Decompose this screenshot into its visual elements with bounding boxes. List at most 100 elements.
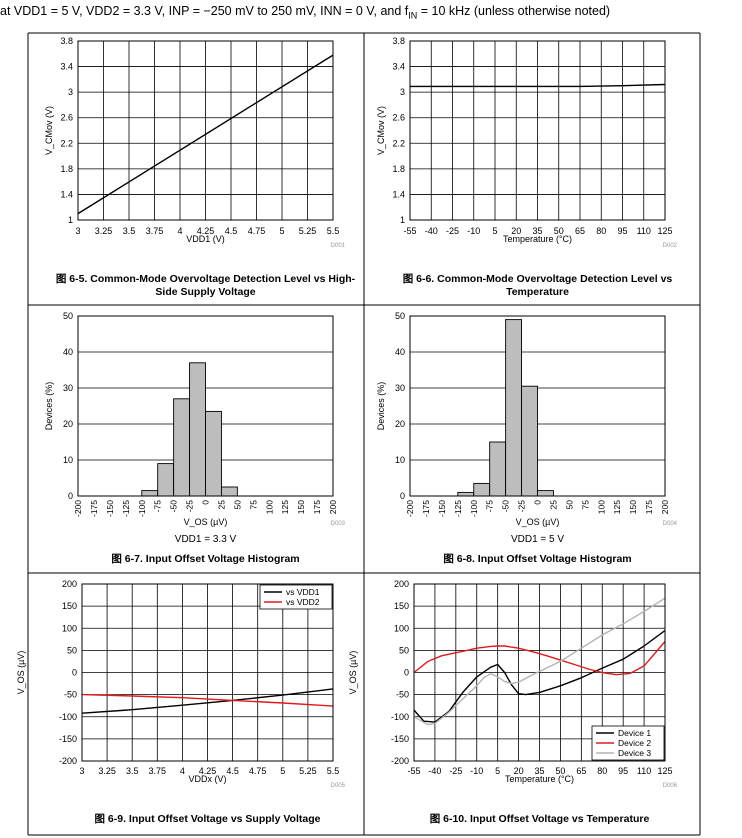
histogram-bar (189, 362, 206, 497)
y-tick-label: 3 (400, 87, 405, 97)
y-axis-label: V_OS (µV) (348, 651, 358, 695)
x-tick-label: -150 (437, 500, 447, 517)
x-tick-label: -200 (405, 500, 415, 517)
x-tick-label: -25 (446, 226, 459, 236)
x-axis-label: VDDx (V) (189, 774, 227, 784)
x-tick-label: 5.5 (327, 766, 340, 776)
x-tick-label: -25 (185, 500, 195, 513)
histogram-bar (157, 463, 175, 497)
legend-label: Device 1 (618, 728, 651, 738)
figure-code: D006 (663, 783, 678, 789)
x-tick-label: 5 (495, 766, 500, 776)
y-tick-label: 3.8 (60, 36, 73, 46)
figure-code: D004 (663, 521, 678, 527)
x-tick-label: 5.5 (327, 226, 340, 236)
chart-subtitle: VDD1 = 3.3 V (175, 534, 237, 545)
y-tick-label: -100 (391, 712, 409, 722)
y-tick-label: 50 (395, 311, 405, 321)
x-tick-label: 4 (180, 766, 185, 776)
y-tick-label: 1 (68, 215, 73, 225)
histogram-bar (537, 490, 554, 497)
y-tick-label: 20 (395, 419, 405, 429)
test-conditions: at VDD1 = 5 V, VDD2 = 3.3 V, INP = −250 … (0, 4, 611, 21)
histogram-bar (220, 486, 238, 497)
x-tick-label: 50 (554, 226, 564, 236)
plot-border (81, 583, 334, 762)
y-tick-label: 50 (67, 645, 77, 655)
x-tick-label: -25 (517, 500, 527, 513)
x-tick-label: 3.75 (146, 226, 164, 236)
series-line (413, 641, 666, 676)
y-tick-label: 2.6 (60, 113, 73, 123)
x-tick-label: 200 (660, 500, 670, 514)
y-tick-label: 3.8 (392, 36, 405, 46)
figure-code: D003 (331, 521, 346, 527)
chart-fig-6-8: 0 10 20 30 40 50 -200 -175 -150 -125 -100 -75 -50 -25… (376, 311, 678, 565)
y-tick-label: 0 (68, 491, 73, 501)
x-tick-label: 20 (514, 766, 524, 776)
legend-label: Device 2 (618, 738, 651, 748)
series-line (413, 597, 666, 726)
x-tick-label: 95 (618, 766, 628, 776)
x-tick-label: -200 (73, 500, 83, 517)
x-tick-label: -75 (153, 500, 163, 513)
x-axis-label: Temperature (°C) (503, 234, 572, 244)
y-axis-label: V_OS (µV) (16, 651, 26, 695)
x-tick-label: 50 (232, 500, 242, 510)
y-tick-label: -150 (59, 734, 77, 744)
x-tick-label: 5 (492, 226, 497, 236)
y-tick-label: 2.2 (392, 138, 405, 148)
y-tick-label: -200 (391, 756, 409, 766)
figure-caption: 图 6-7. Input Offset Voltage Histogram (111, 553, 299, 565)
y-tick-label: 100 (394, 623, 409, 633)
y-tick-label: -100 (59, 712, 77, 722)
x-tick-label: 25 (548, 500, 558, 510)
figure-caption: Temperature (506, 286, 569, 298)
figure-caption: 图 6-10. Input Offset Voltage vs Temperat… (430, 813, 650, 825)
y-tick-label: -150 (391, 734, 409, 744)
x-tick-label: 75 (580, 500, 590, 510)
y-tick-label: 150 (62, 601, 77, 611)
series-line (410, 83, 666, 88)
x-tick-label: 4.25 (199, 766, 217, 776)
y-tick-label: 30 (63, 383, 73, 393)
histogram-bar (173, 398, 191, 497)
figure-caption: Side Supply Voltage (155, 286, 255, 298)
x-tick-label: 110 (637, 226, 651, 236)
plot-border (77, 40, 334, 221)
legend-label: vs VDD1 (286, 587, 320, 597)
x-tick-label: -50 (169, 500, 179, 513)
y-tick-label: 3.4 (60, 62, 73, 72)
figure-code: D001 (331, 243, 346, 249)
y-tick-label: 40 (395, 347, 405, 357)
x-tick-label: 65 (575, 226, 585, 236)
x-tick-label: -75 (485, 500, 495, 513)
x-tick-label: -10 (467, 226, 480, 236)
x-tick-label: 4 (177, 226, 182, 236)
x-tick-label: 3.25 (98, 766, 116, 776)
x-tick-label: 5.25 (299, 766, 317, 776)
x-tick-label: -150 (105, 500, 115, 517)
figure-code: D005 (331, 783, 346, 789)
x-tick-label: 175 (312, 500, 322, 514)
plot-border (413, 583, 666, 762)
series-line (81, 693, 334, 707)
x-tick-label: -100 (469, 500, 479, 517)
x-axis-label: VDD1 (V) (186, 234, 225, 244)
y-tick-label: 3.4 (392, 62, 405, 72)
y-tick-label: -50 (64, 690, 77, 700)
x-tick-label: 25 (216, 500, 226, 510)
x-tick-label: -175 (421, 500, 431, 517)
histogram-bar (489, 441, 507, 497)
chart-subtitle: VDD1 = 5 V (511, 534, 564, 545)
x-tick-label: 0 (533, 500, 543, 505)
histogram-bar (141, 490, 159, 497)
x-tick-label: -10 (470, 766, 483, 776)
figure-caption: 图 6-6. Common-Mode Overvoltage Detection… (403, 273, 673, 285)
plot-border (409, 40, 666, 221)
legend-label: Device 3 (618, 748, 651, 758)
y-tick-label: -200 (59, 756, 77, 766)
x-axis-label: V_OS (µV) (516, 517, 560, 527)
